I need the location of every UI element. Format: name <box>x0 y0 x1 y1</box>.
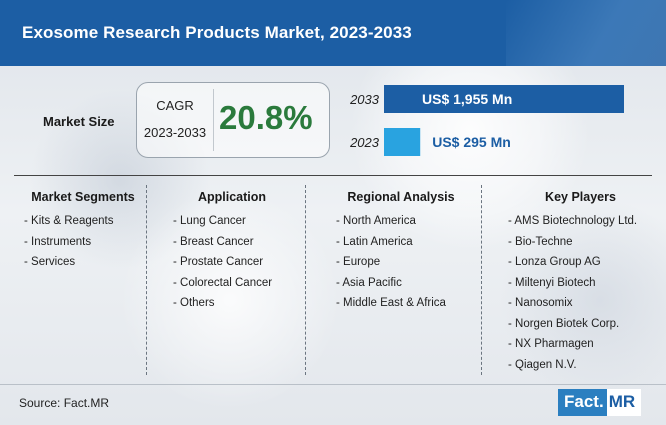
header-banner: Exosome Research Products Market, 2023-2… <box>0 0 666 66</box>
column-separator <box>305 185 306 375</box>
list-item: - AMS Biotechnology Ltd. <box>508 215 638 227</box>
list-item: - Breast Cancer <box>173 235 254 248</box>
list-item: - Nanosomix <box>508 297 573 309</box>
list-item: - Colorectal Cancer <box>173 276 273 289</box>
cagr-label: CAGR <box>156 98 194 113</box>
market-segments-list: - Kits & Reagents - Instruments - Servic… <box>24 211 142 273</box>
list-item: - Instruments <box>24 235 92 248</box>
bar-value-label-2023: US$ 295 Mn <box>432 134 511 150</box>
logo-part-1: Fact. <box>558 389 607 416</box>
bar-value-label-2033: US$ 1,955 Mn <box>422 91 512 107</box>
page-title: Exosome Research Products Market, 2023-2… <box>22 23 412 42</box>
list-item: - Bio-Techne <box>508 235 573 248</box>
market-segments-column: Market Segments - Kits & Reagents - Inst… <box>24 190 142 273</box>
list-item: - Norgen Biotek Corp. <box>508 317 620 330</box>
list-item: - Qiagen N.V. <box>508 358 577 371</box>
application-title: Application <box>197 190 267 204</box>
list-item: - Kits & Reagents <box>24 215 114 227</box>
regional-analysis-list: - North America - Latin America - Europe… <box>336 211 466 314</box>
application-list: - Lung Cancer - Breast Cancer - Prostate… <box>173 211 291 314</box>
list-item: - Lonza Group AG <box>508 256 601 268</box>
column-separator <box>481 185 482 375</box>
key-players-list: - AMS Biotechnology Ltd. - Bio-Techne - … <box>508 211 653 375</box>
cagr-box: CAGR 2023-2033 20.8% <box>136 82 330 158</box>
key-players-title: Key Players <box>545 190 616 204</box>
cagr-value: 20.8% <box>219 99 313 136</box>
market-segments-title: Market Segments <box>31 190 135 204</box>
list-item: - Others <box>173 297 215 309</box>
logo-part-2: MR <box>606 389 642 416</box>
list-item: - Europe <box>336 256 381 268</box>
bar-year-label-2033: 2033 <box>349 92 380 107</box>
list-item: - Prostate Cancer <box>173 256 264 268</box>
cagr-divider <box>213 89 214 151</box>
cagr-period: 2023-2033 <box>143 125 207 140</box>
bar-2023 <box>384 128 421 156</box>
key-players-column: Key Players - AMS Biotechnology Ltd. - B… <box>508 190 653 375</box>
list-item: - Miltenyi Biotech <box>508 276 596 289</box>
column-separator <box>146 185 147 375</box>
market-size-label: Market Size <box>43 114 115 129</box>
bar-2033 <box>384 85 624 113</box>
list-item: - Lung Cancer <box>173 215 246 227</box>
factmr-logo: Fact. MR <box>558 389 642 416</box>
list-item: - Latin America <box>336 235 413 248</box>
regional-analysis-column: Regional Analysis - North America - Lati… <box>336 190 466 314</box>
source-note: Source: Fact.MR <box>19 396 110 410</box>
market-size-bar-chart: 2033 US$ 1,955 Mn 2023 US$ 295 Mn <box>349 85 624 156</box>
application-column: Application - Lung Cancer - Breast Cance… <box>173 190 291 314</box>
header-decoration <box>506 0 666 66</box>
list-item: - Services <box>24 256 76 268</box>
list-item: - North America <box>336 215 416 227</box>
footer-divider <box>0 384 666 385</box>
list-item: - NX Pharmagen <box>508 338 594 350</box>
list-item: - Asia Pacific <box>336 276 402 289</box>
regional-analysis-title: Regional Analysis <box>347 190 455 204</box>
section-divider <box>14 175 652 176</box>
list-item: - Middle East & Africa <box>336 297 446 309</box>
bar-year-label-2023: 2023 <box>349 135 380 150</box>
